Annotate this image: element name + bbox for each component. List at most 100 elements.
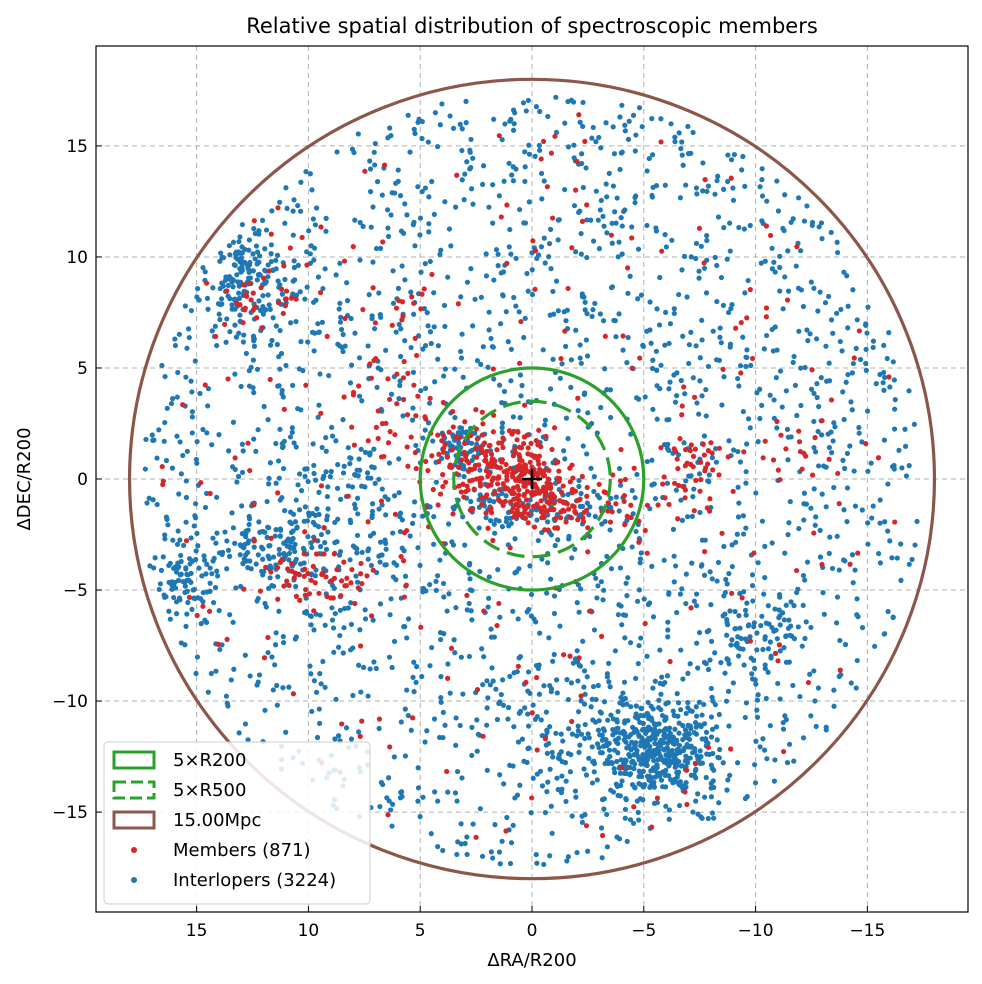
data-point — [466, 600, 472, 607]
data-point — [459, 775, 465, 781]
data-point — [522, 164, 528, 170]
x-tick-label: 10 — [298, 921, 320, 941]
data-point — [369, 512, 375, 518]
data-point — [772, 606, 778, 612]
data-point — [672, 563, 679, 569]
data-point — [638, 550, 644, 556]
data-point — [863, 346, 869, 353]
data-point — [315, 274, 322, 280]
data-point — [620, 347, 626, 353]
data-point — [435, 143, 441, 150]
data-point — [464, 834, 470, 840]
data-point — [182, 579, 188, 585]
data-point — [688, 329, 694, 335]
data-point — [275, 278, 281, 284]
data-point — [246, 383, 253, 389]
data-point — [654, 765, 660, 771]
data-point — [676, 730, 682, 736]
circle-15-00mpc — [127, 77, 937, 881]
data-point — [699, 317, 705, 323]
data-point — [420, 794, 426, 800]
data-point — [625, 136, 632, 142]
data-point — [383, 420, 389, 426]
legend-swatch — [112, 780, 156, 800]
data-point — [779, 404, 785, 410]
data-point — [595, 727, 602, 733]
data-point — [280, 394, 286, 400]
data-point — [615, 612, 622, 618]
data-point — [733, 642, 739, 648]
data-point — [356, 662, 362, 668]
data-point — [427, 400, 433, 406]
data-point — [301, 573, 307, 579]
data-point — [857, 356, 864, 363]
data-point — [375, 408, 381, 414]
data-point — [151, 437, 157, 443]
data-point — [844, 450, 851, 457]
data-point — [572, 488, 579, 494]
data-point — [539, 556, 545, 562]
data-point — [260, 293, 266, 299]
data-point — [440, 483, 446, 490]
data-point — [429, 644, 435, 651]
data-point — [573, 794, 579, 800]
data-point — [621, 770, 627, 777]
data-point — [639, 123, 645, 130]
data-point — [470, 155, 476, 161]
data-point — [316, 329, 322, 335]
data-point — [701, 572, 708, 578]
data-point — [808, 713, 814, 719]
data-point — [701, 265, 708, 271]
data-point — [364, 573, 370, 579]
data-point — [657, 647, 663, 653]
data-point — [721, 225, 727, 231]
data-point — [633, 740, 639, 746]
y-tick-label: 5 — [77, 359, 88, 379]
data-point — [236, 730, 242, 736]
data-point — [175, 577, 182, 584]
data-point — [512, 570, 518, 576]
data-point — [547, 386, 554, 392]
data-point — [701, 794, 708, 800]
data-point — [648, 340, 654, 346]
data-point — [606, 170, 612, 176]
data-point — [188, 579, 194, 585]
data-point — [491, 376, 497, 382]
data-point — [291, 440, 297, 446]
data-point — [162, 536, 168, 542]
data-point — [683, 600, 689, 607]
data-point — [257, 588, 264, 594]
data-point — [763, 620, 769, 626]
data-point — [311, 627, 317, 633]
data-point — [576, 483, 582, 490]
data-point — [641, 596, 647, 602]
data-point — [211, 555, 217, 562]
data-point — [422, 261, 428, 267]
data-point — [427, 258, 433, 265]
data-point — [265, 417, 271, 423]
data-point — [582, 138, 588, 144]
data-point — [238, 383, 244, 390]
data-point — [396, 490, 402, 496]
data-point — [474, 441, 480, 447]
data-point — [480, 733, 486, 739]
data-point — [796, 428, 802, 434]
data-point — [418, 269, 424, 275]
data-point — [341, 559, 347, 565]
data-point — [564, 677, 570, 683]
data-point — [198, 621, 204, 627]
data-point — [194, 612, 200, 619]
data-point — [826, 360, 832, 366]
data-point — [492, 530, 498, 536]
data-point — [649, 457, 655, 463]
data-point — [503, 493, 509, 499]
data-point — [286, 684, 292, 690]
data-point — [152, 555, 158, 561]
data-point — [298, 488, 305, 494]
data-point — [549, 215, 556, 221]
data-point — [401, 530, 408, 536]
data-point — [419, 673, 425, 680]
data-point — [782, 550, 788, 556]
data-point — [373, 355, 379, 362]
data-point — [188, 535, 194, 541]
